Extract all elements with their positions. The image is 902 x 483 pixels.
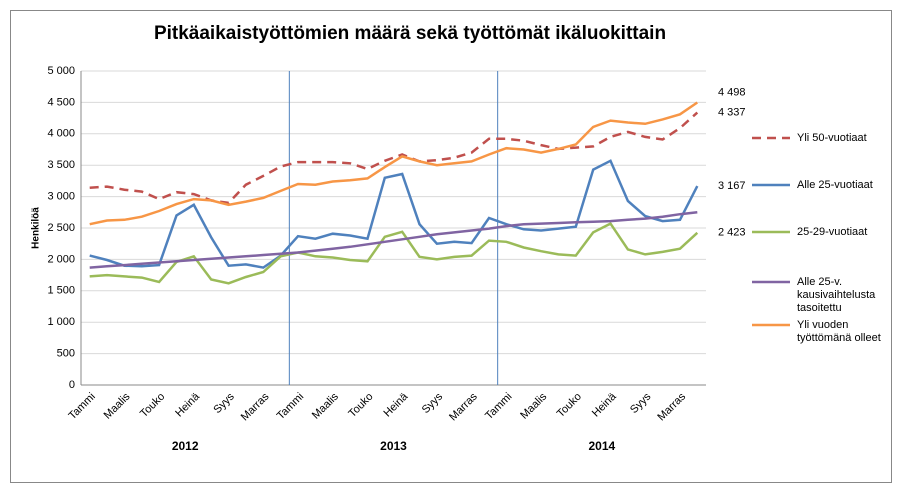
y-tick-label: 5 000 [47, 65, 75, 77]
end-value-label: 4 337 [718, 107, 746, 119]
y-tick-label: 2 000 [47, 253, 75, 265]
chart-title: Pitkäaikaistyöttömien määrä sekä työttöm… [154, 23, 666, 44]
end-value-label: 4 498 [718, 87, 746, 99]
y-tick-label: 4 000 [47, 128, 75, 140]
y-tick-label: 4 500 [47, 96, 75, 108]
legend-label: Alle 25-vuotiaat [797, 179, 873, 191]
y-tick-label: 500 [57, 348, 75, 360]
series-line [89, 159, 699, 269]
legend-line: Alle 25-v. [797, 276, 842, 288]
legend-label: 25-29-vuotiaat [797, 226, 867, 238]
legend-label: Yli 50-vuotiaat [797, 132, 867, 144]
legend-line: Yli vuoden [797, 319, 848, 331]
year-label: 2013 [380, 439, 407, 453]
y-tick-label: 2 500 [47, 222, 75, 234]
series-line [89, 211, 698, 269]
legend-line: kausivaihtelusta [797, 289, 876, 301]
legend-label: Alle 25-v. kausivaihtelusta tasoitettu [797, 276, 876, 314]
legend-line: Alle 25-vuotiaat [797, 179, 873, 191]
y-tick-label: 3 000 [47, 191, 75, 203]
legend-line: tasoitettu [797, 302, 842, 314]
year-label: 2012 [172, 439, 199, 453]
end-value-label: 2 423 [718, 227, 746, 239]
series-line [89, 101, 699, 226]
legend-label: Yli vuoden työttömänä olleet [797, 319, 881, 344]
y-tick-label: 0 [69, 379, 75, 391]
series-line [89, 221, 699, 285]
y-tick-label: 1 000 [47, 316, 75, 328]
chart-frame [10, 10, 892, 483]
y-axis-label: Henkilöä [31, 207, 42, 249]
year-label: 2014 [588, 439, 615, 453]
legend-line: työttömänä olleet [797, 332, 881, 344]
end-value-label: 3 167 [718, 180, 746, 192]
legend-line: Yli 50-vuotiaat [797, 132, 867, 144]
y-tick-label: 3 500 [47, 159, 75, 171]
y-tick-label: 1 500 [47, 285, 75, 297]
legend-line: 25-29-vuotiaat [797, 226, 867, 238]
